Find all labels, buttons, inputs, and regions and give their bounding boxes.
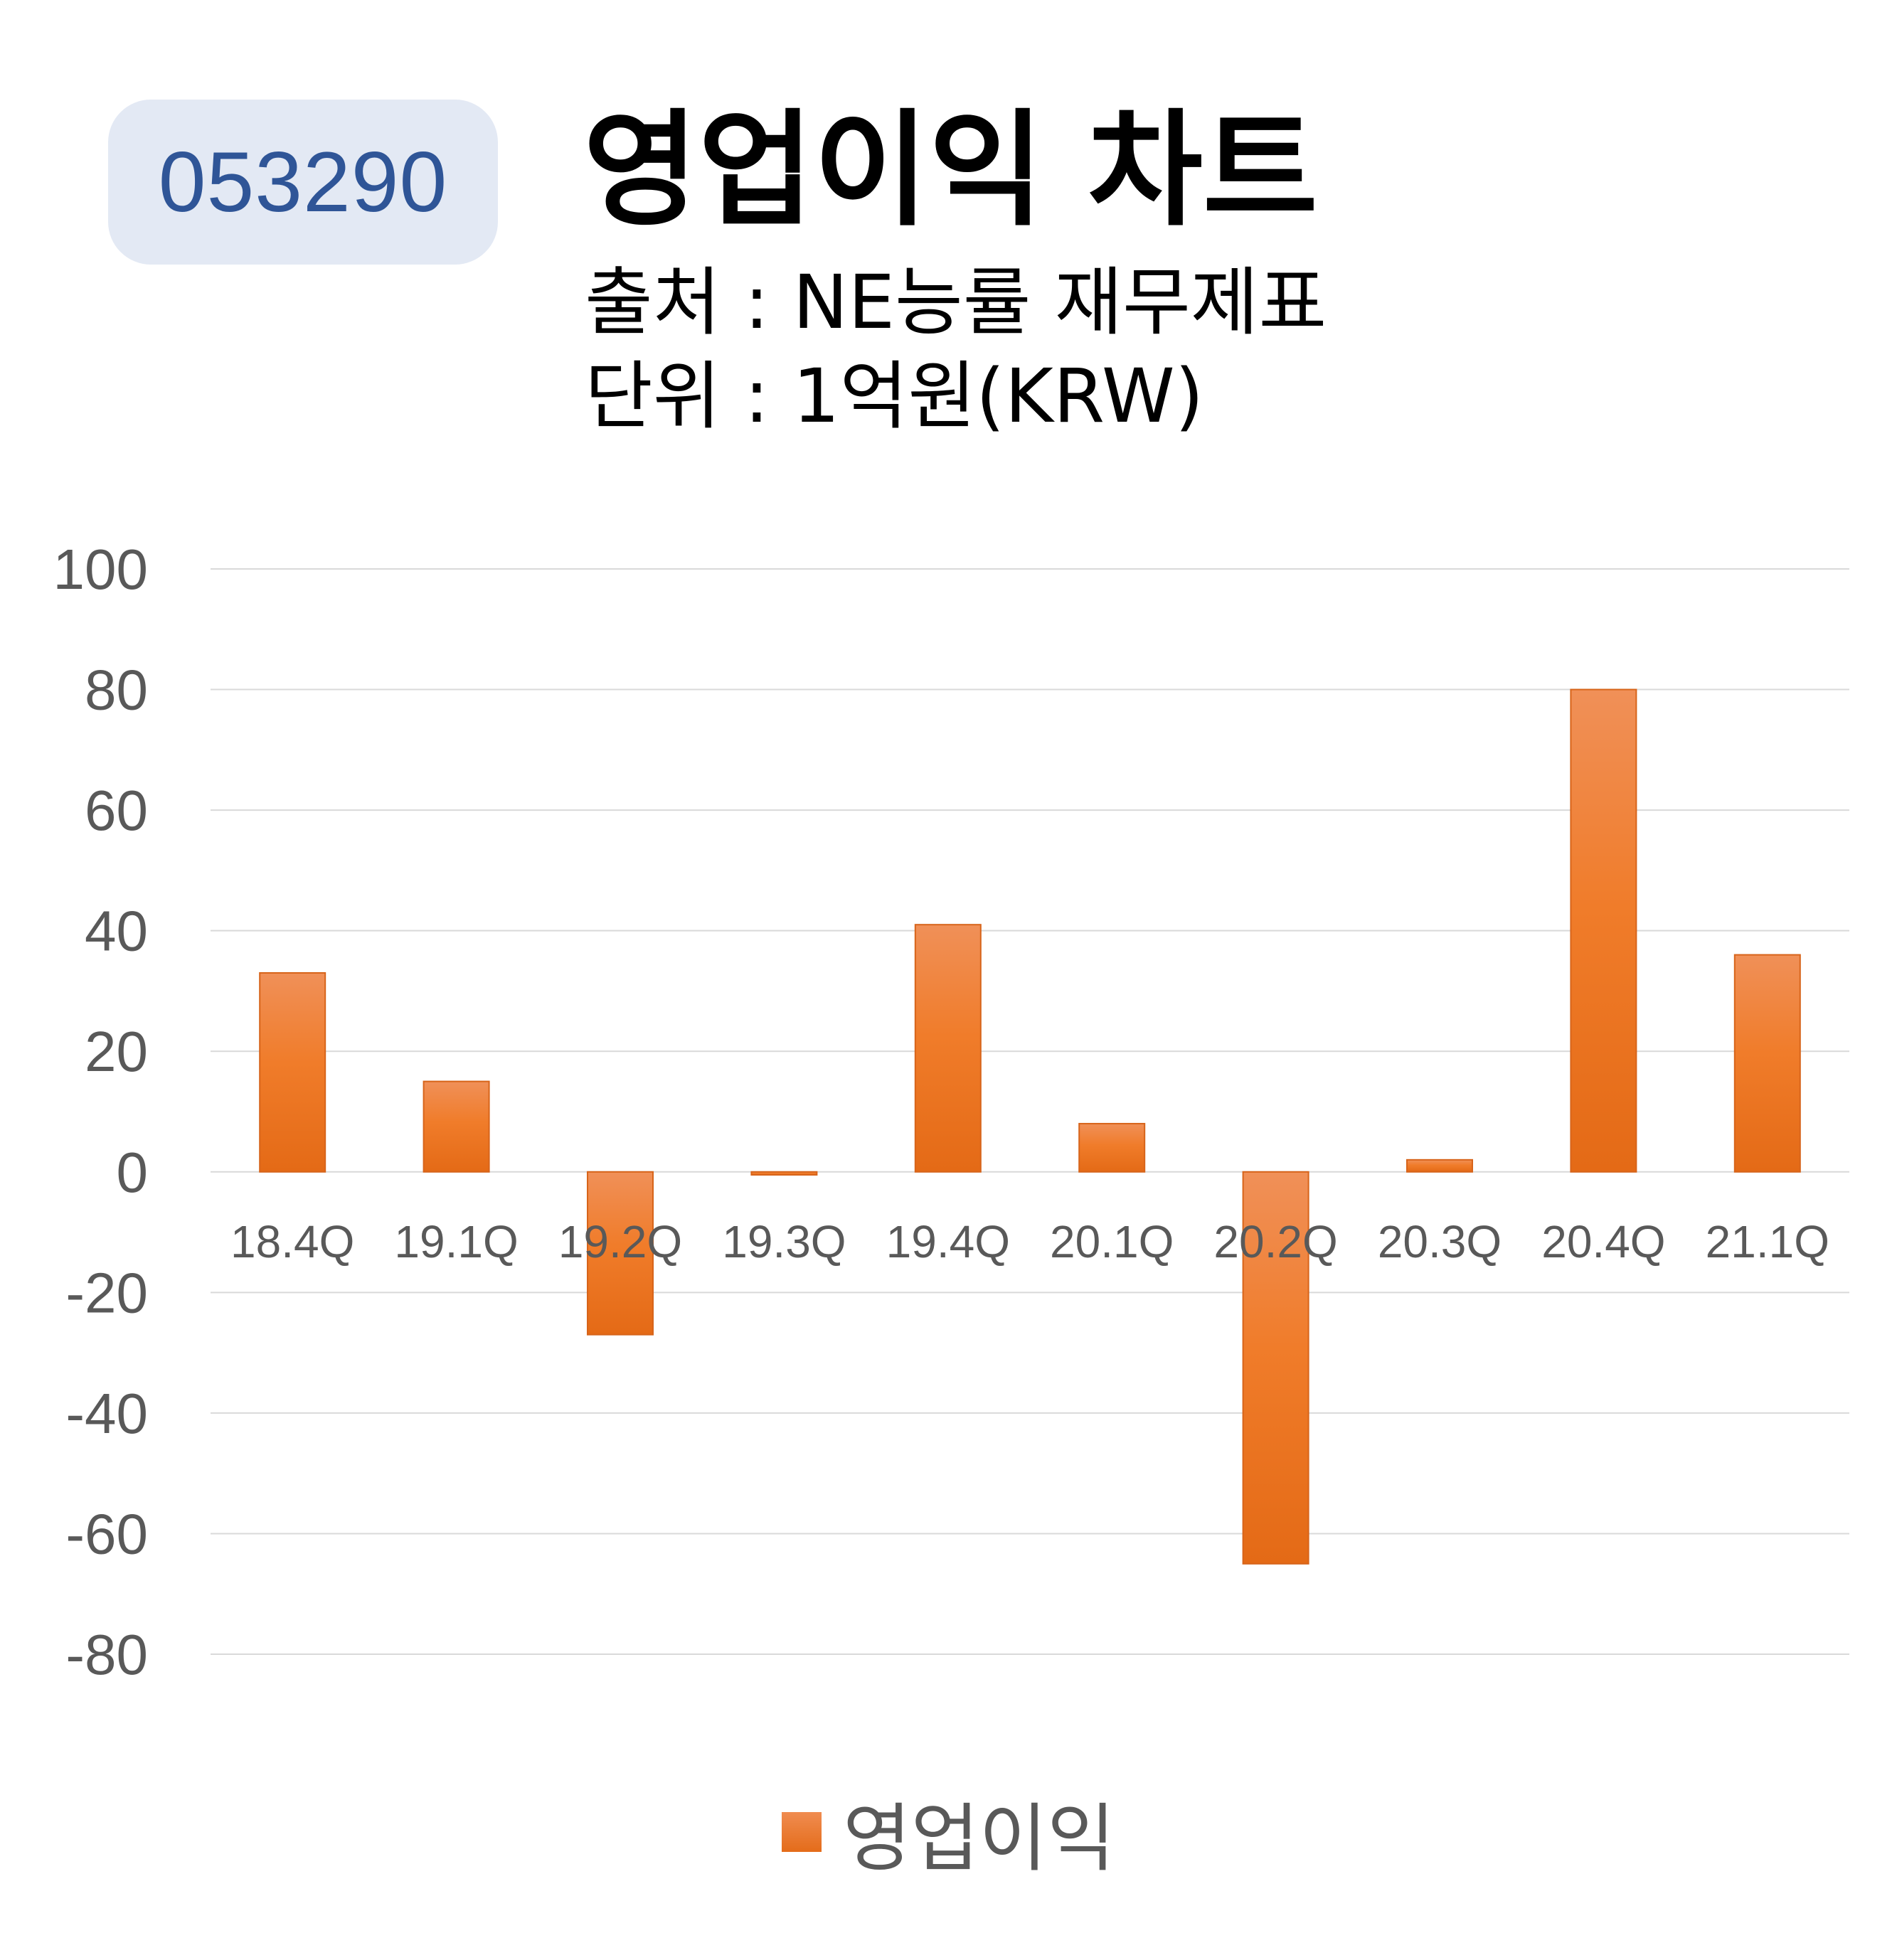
y-tick-label: -80 [65,1623,148,1686]
bar [1242,1171,1309,1565]
chart-title: 영업이익 차트 [583,97,1318,243]
bar [423,1080,490,1173]
x-tick-label: 20.4Q [1541,1216,1665,1267]
bar [914,924,982,1173]
bar [750,1171,818,1176]
legend: 영업이익 [0,1778,1897,1885]
y-tick-label: 60 [85,779,148,842]
bar [1570,688,1637,1173]
legend-label: 영업이익 [843,1795,1115,1882]
bar [259,972,326,1173]
unit-text: 단위 : 1억원(KRW) [585,353,1204,440]
x-tick-label: 19.4Q [886,1216,1010,1267]
x-tick-label: 20.3Q [1378,1216,1502,1267]
x-tick-label: 18.4Q [230,1216,354,1267]
stock-code-badge: 053290 [108,100,498,265]
y-tick-label: -20 [65,1261,148,1324]
y-tick-label: 20 [85,1020,148,1083]
bar [1078,1122,1146,1173]
y-tick-label: -60 [65,1502,148,1565]
x-tick-label: 19.1Q [394,1216,518,1267]
source-text: 출처 : NE능률 재무제표 [585,259,1327,346]
bar [1733,954,1801,1173]
stock-code: 053290 [158,134,448,230]
x-tick-label: 20.1Q [1050,1216,1174,1267]
y-axis-ticks: 100 80 60 40 20 0 -20 -40 -60 -80 [53,538,148,1686]
x-axis-ticks: 18.4Q 19.1Q 19.2Q 19.3Q 19.4Q 20.1Q 20.2Q 20.3Q… [230,1216,1829,1267]
x-tick-label: 20.2Q [1213,1216,1337,1267]
x-tick-label: 19.2Q [558,1216,682,1267]
y-tick-label: 0 [117,1141,149,1204]
x-tick-label: 19.3Q [722,1216,846,1267]
y-tick-label: 80 [85,659,148,722]
legend-swatch [782,1811,822,1852]
bar [587,1171,654,1336]
y-tick-label: 40 [85,900,148,963]
bars [259,688,1801,1565]
y-tick-label: 100 [53,538,148,601]
x-tick-label: 21.1Q [1706,1216,1829,1267]
bar [1406,1159,1473,1173]
y-tick-label: -40 [65,1382,148,1445]
